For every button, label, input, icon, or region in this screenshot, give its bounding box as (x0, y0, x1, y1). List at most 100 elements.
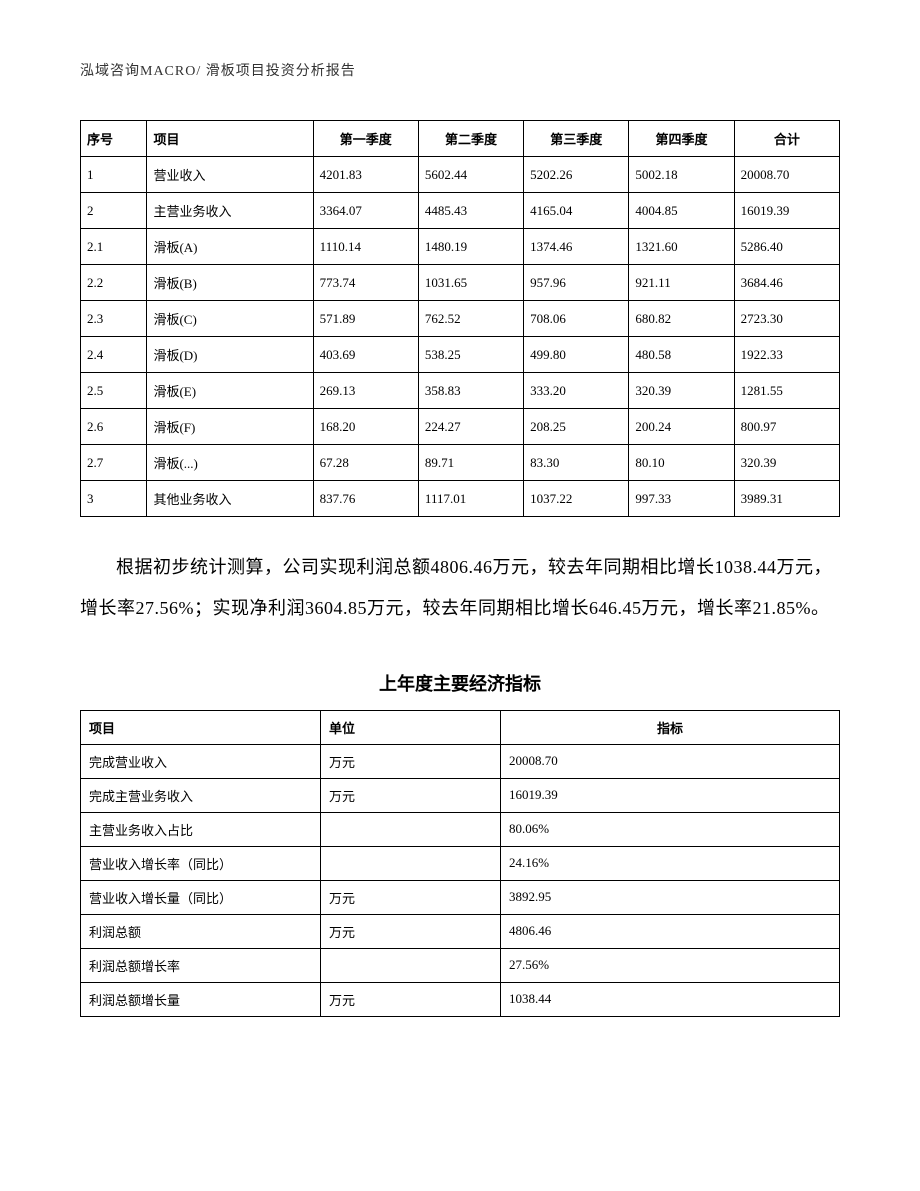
indicators-table-body: 完成营业收入万元20008.70完成主营业务收入万元16019.39主营业务收入… (81, 744, 840, 1016)
table-cell: 708.06 (524, 301, 629, 337)
table-header-row: 项目 单位 指标 (81, 710, 840, 744)
col-seq: 序号 (81, 121, 147, 157)
table-cell: 208.25 (524, 409, 629, 445)
col-item: 项目 (147, 121, 313, 157)
col-total: 合计 (734, 121, 839, 157)
analysis-paragraph: 根据初步统计测算，公司实现利润总额4806.46万元，较去年同期相比增长1038… (80, 547, 840, 630)
section-title: 上年度主要经济指标 (80, 670, 840, 696)
table-cell: 滑板(D) (147, 337, 313, 373)
table-cell: 滑板(E) (147, 373, 313, 409)
table-cell: 1321.60 (629, 229, 734, 265)
table-row: 利润总额万元4806.46 (81, 914, 840, 948)
table-cell: 320.39 (629, 373, 734, 409)
col-q1: 第一季度 (313, 121, 418, 157)
economic-indicators-table: 项目 单位 指标 完成营业收入万元20008.70完成主营业务收入万元16019… (80, 710, 840, 1017)
table-cell: 万元 (321, 880, 501, 914)
table-cell: 680.82 (629, 301, 734, 337)
table-cell (321, 948, 501, 982)
table-row: 2.4滑板(D)403.69538.25499.80480.581922.33 (81, 337, 840, 373)
table-row: 2.7滑板(...)67.2889.7183.3080.10320.39 (81, 445, 840, 481)
col-q4: 第四季度 (629, 121, 734, 157)
table-cell: 3684.46 (734, 265, 839, 301)
table-cell: 2.6 (81, 409, 147, 445)
table-cell: 80.10 (629, 445, 734, 481)
table-cell: 万元 (321, 982, 501, 1016)
table-cell: 837.76 (313, 481, 418, 517)
table-cell: 2723.30 (734, 301, 839, 337)
table-cell: 3 (81, 481, 147, 517)
table-cell: 320.39 (734, 445, 839, 481)
table-cell: 2.7 (81, 445, 147, 481)
table-cell: 2.2 (81, 265, 147, 301)
col-unit: 单位 (321, 710, 501, 744)
table-cell: 269.13 (313, 373, 418, 409)
table-row: 3其他业务收入837.761117.011037.22997.333989.31 (81, 481, 840, 517)
table-cell: 762.52 (418, 301, 523, 337)
table-cell: 滑板(B) (147, 265, 313, 301)
table-cell: 4165.04 (524, 193, 629, 229)
table-cell: 1922.33 (734, 337, 839, 373)
table-row: 利润总额增长量万元1038.44 (81, 982, 840, 1016)
table-cell: 997.33 (629, 481, 734, 517)
table-cell: 利润总额增长量 (81, 982, 321, 1016)
table-cell: 1374.46 (524, 229, 629, 265)
table-cell: 5286.40 (734, 229, 839, 265)
col-item: 项目 (81, 710, 321, 744)
table-cell: 利润总额增长率 (81, 948, 321, 982)
col-value: 指标 (501, 710, 840, 744)
table-row: 利润总额增长率27.56% (81, 948, 840, 982)
table-cell: 营业收入增长率（同比） (81, 846, 321, 880)
table-cell: 24.16% (501, 846, 840, 880)
table-row: 完成主营业务收入万元16019.39 (81, 778, 840, 812)
table-cell: 2.4 (81, 337, 147, 373)
table-cell: 营业收入增长量（同比） (81, 880, 321, 914)
table-cell: 333.20 (524, 373, 629, 409)
table-cell: 3989.31 (734, 481, 839, 517)
table-cell: 2.5 (81, 373, 147, 409)
table-cell: 224.27 (418, 409, 523, 445)
table-cell: 800.97 (734, 409, 839, 445)
table-cell: 4201.83 (313, 157, 418, 193)
table-row: 2.1滑板(A)1110.141480.191374.461321.605286… (81, 229, 840, 265)
table-cell: 滑板(...) (147, 445, 313, 481)
table-cell: 83.30 (524, 445, 629, 481)
table-cell: 538.25 (418, 337, 523, 373)
table-cell: 4485.43 (418, 193, 523, 229)
table-cell: 1038.44 (501, 982, 840, 1016)
table-cell: 1117.01 (418, 481, 523, 517)
table-cell (321, 846, 501, 880)
table-cell: 1037.22 (524, 481, 629, 517)
table-cell: 80.06% (501, 812, 840, 846)
table-cell: 完成主营业务收入 (81, 778, 321, 812)
table-cell: 2 (81, 193, 147, 229)
table-cell: 480.58 (629, 337, 734, 373)
table-cell: 完成营业收入 (81, 744, 321, 778)
col-q2: 第二季度 (418, 121, 523, 157)
table-row: 完成营业收入万元20008.70 (81, 744, 840, 778)
table-cell: 168.20 (313, 409, 418, 445)
table-cell: 4004.85 (629, 193, 734, 229)
table-cell: 921.11 (629, 265, 734, 301)
table-cell: 358.83 (418, 373, 523, 409)
table-cell: 773.74 (313, 265, 418, 301)
table-cell: 3364.07 (313, 193, 418, 229)
table-cell: 4806.46 (501, 914, 840, 948)
table-row: 2.6滑板(F)168.20224.27208.25200.24800.97 (81, 409, 840, 445)
table-cell: 16019.39 (501, 778, 840, 812)
table-header-row: 序号 项目 第一季度 第二季度 第三季度 第四季度 合计 (81, 121, 840, 157)
table-cell: 主营业务收入 (147, 193, 313, 229)
table-row: 2.3滑板(C)571.89762.52708.06680.822723.30 (81, 301, 840, 337)
table-row: 2主营业务收入3364.074485.434165.044004.8516019… (81, 193, 840, 229)
table-cell: 万元 (321, 778, 501, 812)
table-cell: 403.69 (313, 337, 418, 373)
table-cell: 957.96 (524, 265, 629, 301)
table-cell: 其他业务收入 (147, 481, 313, 517)
table-cell: 万元 (321, 914, 501, 948)
document-header: 泓域咨询MACRO/ 滑板项目投资分析报告 (80, 60, 840, 80)
table-cell (321, 812, 501, 846)
table-cell: 滑板(A) (147, 229, 313, 265)
table-row: 主营业务收入占比80.06% (81, 812, 840, 846)
table-cell: 2.3 (81, 301, 147, 337)
table-row: 2.2滑板(B)773.741031.65957.96921.113684.46 (81, 265, 840, 301)
table-row: 营业收入增长量（同比）万元3892.95 (81, 880, 840, 914)
